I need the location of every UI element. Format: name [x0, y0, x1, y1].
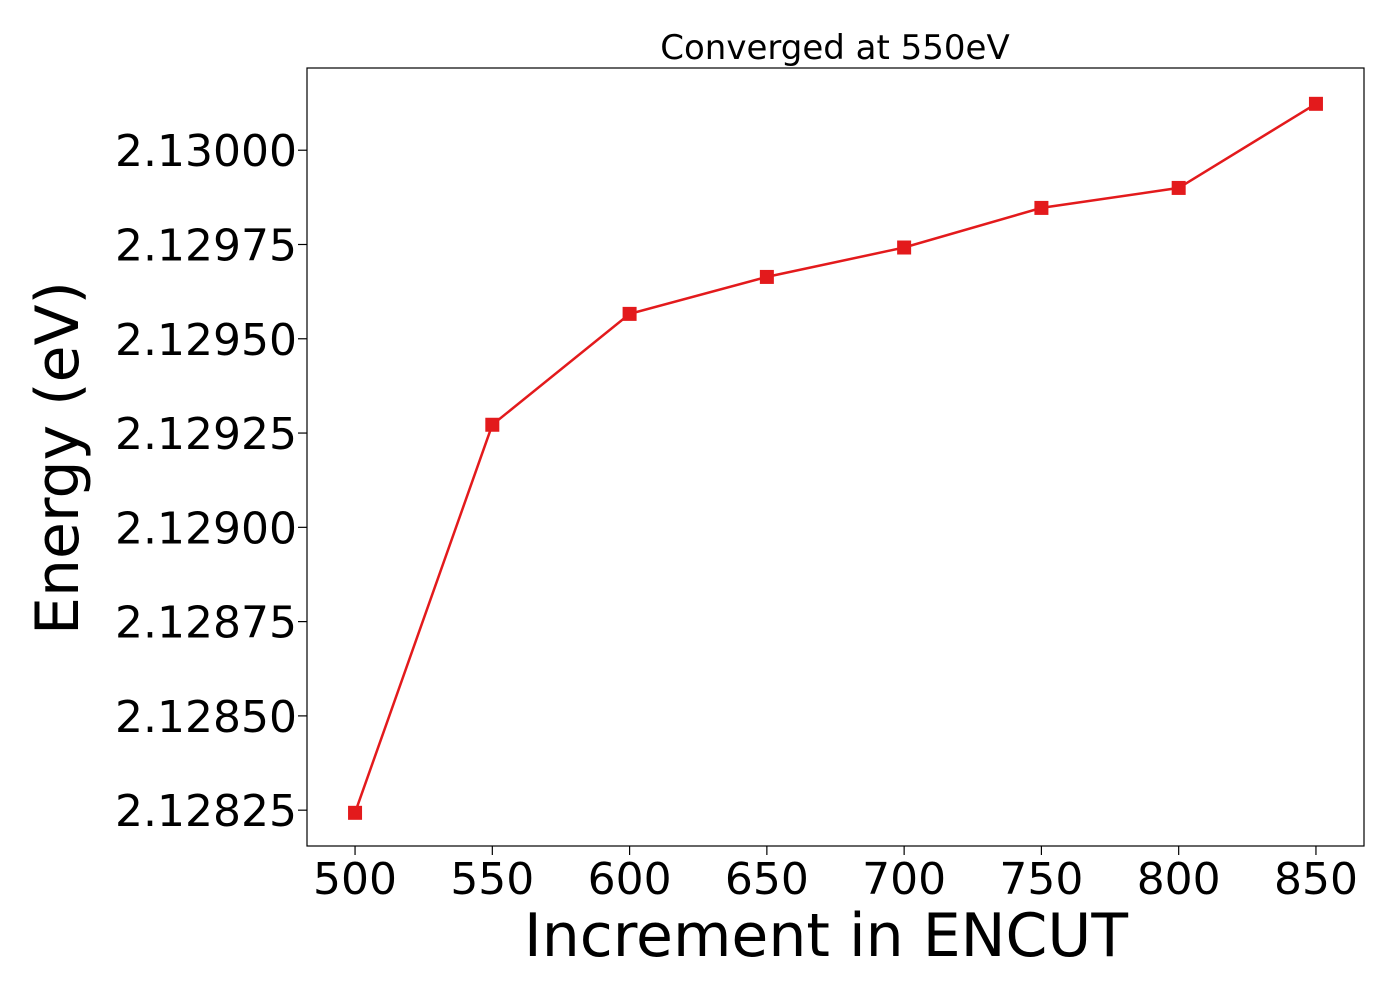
x-axis-title: Increment in ENCUT [524, 901, 1128, 971]
y-tick-label: 2.12950 [115, 315, 297, 366]
y-tick-label: 2.12925 [115, 409, 297, 460]
data-point-800 [1171, 180, 1186, 195]
data-point-550 [485, 417, 500, 432]
y-tick-label: 2.12850 [115, 692, 297, 743]
x-tick-label: 750 [999, 854, 1083, 905]
data-point-500 [348, 805, 363, 820]
x-tick-label: 500 [313, 854, 397, 905]
y-tick-label: 2.12875 [115, 598, 297, 649]
y-tick-label: 2.12975 [115, 220, 297, 271]
y-tick-label: 2.12825 [115, 786, 297, 837]
y-axis-title: Energy (eV) [23, 281, 93, 635]
data-point-700 [897, 240, 912, 255]
x-tick-label: 650 [725, 854, 809, 905]
x-tick-label: 700 [862, 854, 946, 905]
data-point-600 [622, 306, 637, 321]
x-axis-ticks: 500 550 600 650 700 750 800 850 [313, 846, 1358, 905]
x-tick-label: 850 [1274, 854, 1358, 905]
y-tick-label: 2.13000 [115, 126, 297, 177]
data-point-650 [759, 269, 774, 284]
x-tick-label: 550 [450, 854, 534, 905]
x-tick-label: 600 [588, 854, 672, 905]
y-tick-label: 2.12900 [115, 503, 297, 554]
chart-title: Converged at 550eV [660, 28, 1009, 68]
series-line [353, 102, 1317, 814]
data-point-750 [1034, 200, 1049, 215]
data-point-850 [1308, 96, 1323, 111]
series-markers [348, 96, 1323, 820]
plot-frame [306, 67, 1365, 847]
x-tick-label: 800 [1137, 854, 1221, 905]
y-axis-ticks: 2.12825 2.12850 2.12875 2.12900 2.12925 2.129… [115, 126, 307, 837]
